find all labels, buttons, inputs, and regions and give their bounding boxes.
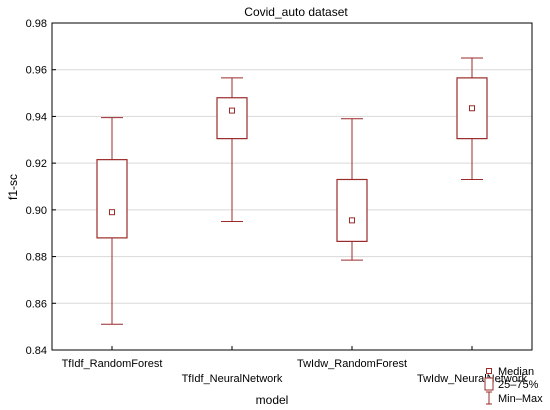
iqr-box — [216, 97, 248, 140]
y-tick-label: 0.88 — [26, 252, 47, 264]
median-marker — [109, 209, 115, 216]
median-marker — [469, 105, 475, 112]
y-tick-label: 0.84 — [26, 345, 47, 357]
y-tick-label: 0.92 — [26, 158, 47, 170]
y-tick-label: 0.86 — [26, 298, 47, 310]
legend-box-symbol — [484, 377, 494, 391]
chart-title: Covid_auto dataset — [244, 5, 348, 19]
plot-area: 0.84 0.86 0.88 0.90 0.92 0.94 0.96 0.98 TfIdf_Ra… — [26, 18, 533, 385]
legend-label: 25–75% — [498, 379, 539, 391]
x-category-label: TwIdw_RandomForest — [297, 358, 407, 370]
y-axis-label: f1-sc — [6, 174, 20, 200]
x-category-label: TwIdw_NeuralNetwork — [417, 373, 528, 385]
plot-frame — [51, 22, 533, 351]
legend-label: Median — [498, 366, 534, 378]
median-marker — [229, 107, 235, 114]
x-category-label: TfIdf_RandomForest — [62, 358, 163, 370]
iqr-box — [336, 178, 368, 242]
x-axis-label: model — [256, 393, 289, 407]
legend-label: Min–Max — [498, 393, 543, 405]
y-tick-label: 0.90 — [26, 205, 47, 217]
median-marker — [349, 217, 355, 224]
y-tick-label: 0.94 — [26, 111, 47, 123]
y-tick-label: 0.96 — [26, 65, 47, 77]
legend-median-symbol — [486, 368, 492, 374]
iqr-box — [96, 159, 128, 239]
y-tick-label: 0.98 — [26, 18, 47, 30]
x-category-label: TfIdf_NeuralNetwork — [182, 373, 283, 385]
